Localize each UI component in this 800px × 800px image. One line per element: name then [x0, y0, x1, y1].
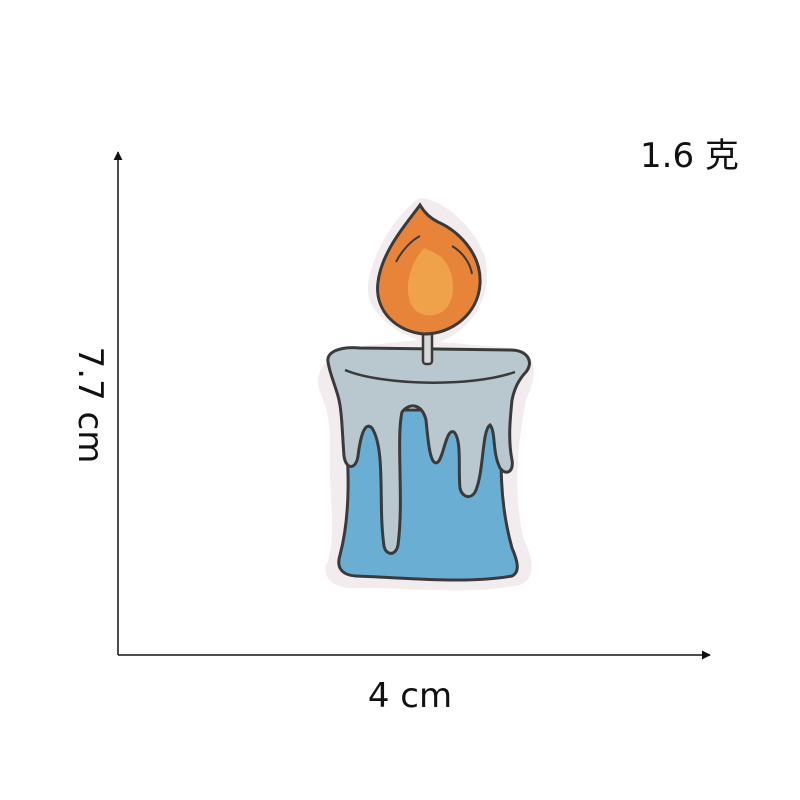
width-label: 4 cm — [367, 676, 453, 716]
flame-stitch-lines — [395, 235, 473, 275]
wax-rim-line — [344, 368, 516, 384]
weight-label: 1.6 克 — [640, 136, 739, 176]
height-label: 7.7 cm — [70, 346, 110, 464]
wax-top — [326, 346, 531, 555]
flame-inner — [407, 248, 454, 316]
candle-patch-image — [317, 198, 534, 591]
